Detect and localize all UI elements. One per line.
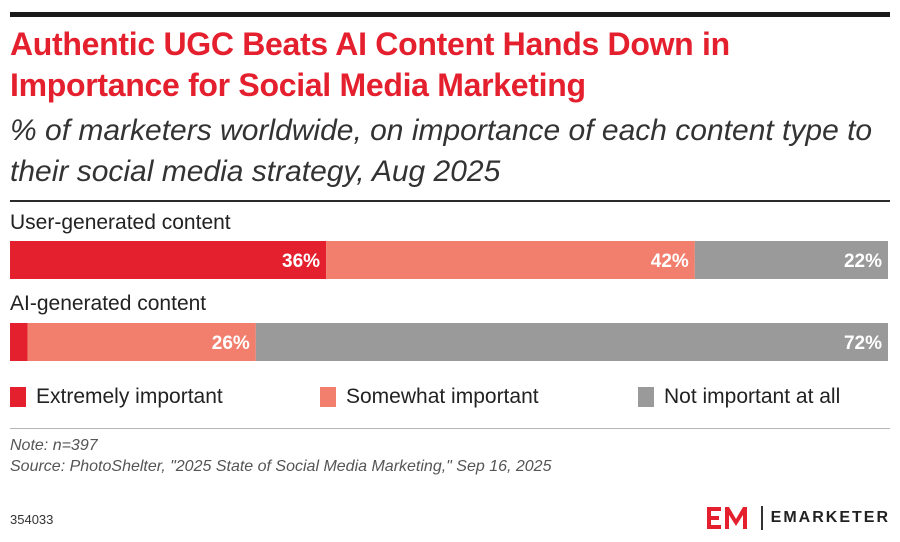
chart-id: 354033 [10, 512, 54, 527]
brand-logo: EMARKETER [706, 504, 890, 532]
category-label-ai: AI-generated content [10, 292, 207, 315]
bar-ai-generated-content-extremely-important [10, 323, 28, 361]
chart-subtitle: % of marketers worldwide, on importance … [10, 114, 873, 188]
data-label-user-generated-content-somewhat-important: 42% [651, 251, 689, 272]
chart-note: Note: n=397 [10, 437, 98, 454]
bar-ai-generated-content-somewhat-important [27, 323, 256, 361]
data-label-ai-generated-content-somewhat-important: 26% [212, 333, 250, 354]
bar-user-generated-content-somewhat-important [326, 241, 695, 279]
legend-label-somewhat-important: Somewhat important [346, 385, 539, 408]
emarketer-logo-icon [706, 507, 747, 529]
data-label-user-generated-content-extremely-important: 36% [282, 251, 320, 272]
bar-ai-generated-content-not-important-at-all [255, 323, 889, 361]
bar-user-generated-content-not-important-at-all [694, 241, 888, 279]
chart-source: Source: PhotoShelter, "2025 State of Soc… [10, 458, 552, 475]
brand-divider [760, 506, 763, 530]
legend-label-not-important: Not important at all [664, 385, 841, 408]
legend-label-extremely-important: Extremely important [36, 385, 223, 408]
top-rule [10, 12, 890, 17]
bar-user-generated-content-extremely-important [10, 241, 327, 279]
brand-name: EMARKETER [770, 509, 890, 526]
legend-swatch-somewhat-important [320, 387, 336, 407]
data-label-user-generated-content-not-important-at-all: 22% [844, 251, 882, 272]
legend-swatch-extremely-important [10, 387, 26, 407]
legend-item-somewhat-important: Somewhat important [320, 384, 539, 410]
chart-title: Authentic UGC Beats AI Content Hands Dow… [10, 26, 730, 103]
legend-item-not-important: Not important at all [638, 384, 840, 410]
data-label-ai-generated-content-not-important-at-all: 72% [844, 333, 882, 354]
legend-swatch-not-important [638, 387, 654, 407]
header-divider [10, 200, 890, 202]
category-label-ugc: User-generated content [10, 211, 231, 234]
chart-legend: Extremely important Somewhat important N… [10, 384, 890, 410]
legend-item-extremely-important: Extremely important [10, 384, 223, 410]
footer-divider [10, 428, 890, 429]
